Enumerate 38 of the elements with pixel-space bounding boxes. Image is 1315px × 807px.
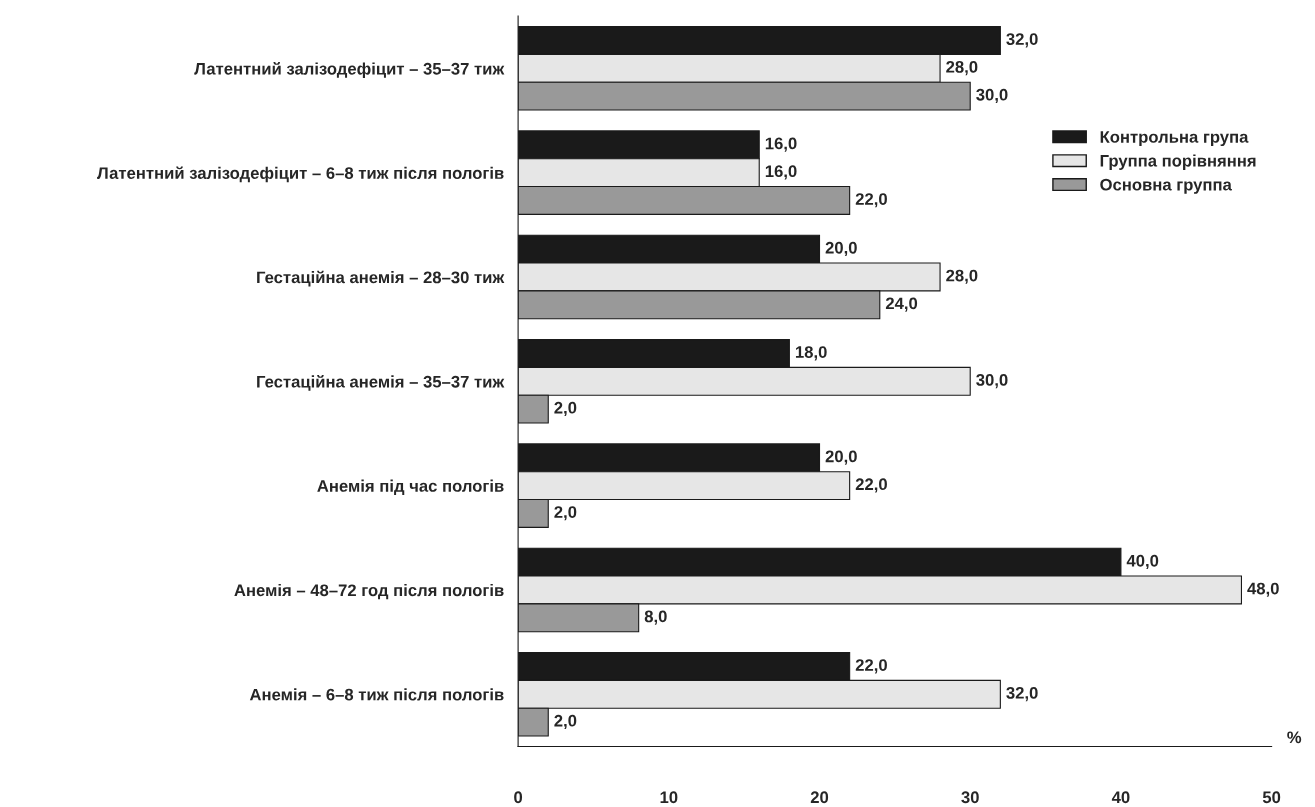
data-label: 22,0 [855, 478, 887, 493]
legend-label: Основна группа [1100, 178, 1232, 194]
data-label: 2,0 [554, 506, 577, 521]
x-tick-label: 30 [961, 791, 979, 804]
y-tick-label: Анемія – 48–72 год після пологів [234, 583, 504, 600]
legend-label: Группа порівняння [1100, 154, 1256, 170]
data-label: 40,0 [1126, 554, 1159, 570]
data-label: 20,0 [825, 450, 857, 465]
data-label: 2,0 [554, 714, 577, 730]
y-tick-label: Гестаційна анемія – 35–37 тиж [257, 375, 505, 391]
data-label: 28,0 [946, 60, 978, 76]
x-axis-title: % [1287, 731, 1302, 744]
data-label: 2,0 [554, 401, 577, 417]
x-tick-label: 20 [810, 791, 829, 804]
data-label: 32,0 [1006, 33, 1038, 48]
data-label: 16,0 [765, 165, 797, 180]
data-label: 22,0 [855, 193, 887, 208]
legend-label: Контрольна група [1100, 131, 1249, 147]
y-tick-label: Анемія під час пологів [317, 479, 504, 495]
data-label: 18,0 [795, 346, 827, 361]
y-tick-label: Латентний залізодефіцит – 35–37 тиж [194, 62, 505, 78]
data-label: 30,0 [976, 88, 1008, 104]
x-tick-label: 10 [660, 791, 678, 804]
data-label: 30,0 [976, 373, 1008, 389]
x-tick-label: 0 [514, 791, 523, 804]
data-label: 32,0 [1006, 686, 1038, 702]
x-tick-label: 40 [1111, 791, 1130, 804]
data-label: 28,0 [946, 269, 978, 284]
y-tick-label: Гестаційна анемія – 28–30 тиж [257, 270, 505, 287]
data-label: 8,0 [644, 610, 667, 625]
y-tick-label: Анемія – 6–8 тиж після пологів [249, 688, 504, 701]
x-tick-label: 50 [1262, 791, 1281, 804]
data-label: 16,0 [765, 137, 797, 152]
data-label: 48,0 [1247, 582, 1279, 597]
data-label: 20,0 [825, 241, 857, 257]
data-label: 24,0 [885, 297, 918, 312]
data-label: 22,0 [855, 659, 887, 674]
y-tick-label: Латентний залізодефіцит – 6–8 тиж після пологів [97, 166, 504, 183]
